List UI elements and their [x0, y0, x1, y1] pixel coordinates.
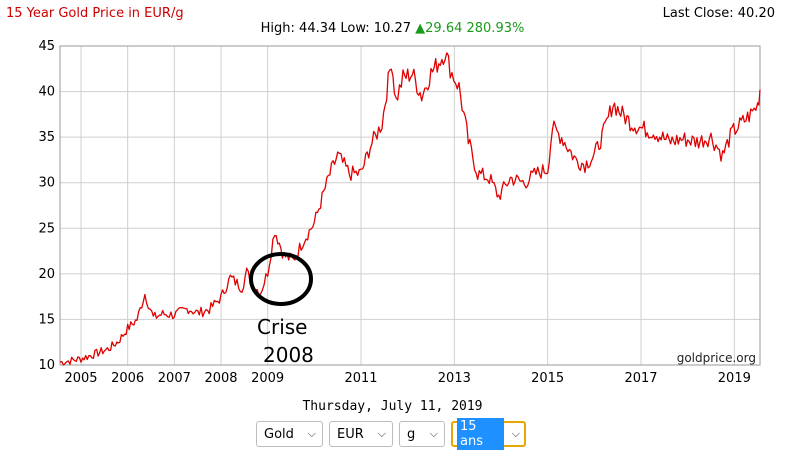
chevron-down-icon: ⌵ — [307, 427, 316, 440]
chevron-down-icon: ⌵ — [377, 427, 386, 440]
gold-price-chart: 10 15 20 25 30 35 40 45 2005 2006 2007 2008 2009 201… — [38, 39, 761, 386]
currency-select-value: EUR — [337, 426, 364, 442]
watermark: goldprice.org — [677, 351, 756, 365]
y-tick-label: 45 — [38, 39, 55, 54]
currency-select[interactable]: EUR ⌵ — [329, 421, 393, 447]
chevron-down-icon: ⌵ — [511, 427, 520, 440]
x-tick-label: 2007 — [158, 371, 191, 386]
x-tick-label: 2011 — [344, 371, 377, 386]
gold-price-line — [59, 52, 761, 366]
range-select-value: 15 ans — [457, 418, 504, 450]
annotation-2008: 2008 — [263, 343, 314, 367]
x-tick-label: 2008 — [204, 371, 237, 386]
x-tick-label: 2013 — [438, 371, 471, 386]
high-low-text: High: 44.34 Low: 10.27 — [260, 21, 412, 36]
unit-select[interactable]: g ⌵ — [399, 421, 445, 447]
change-text: ▲29.64 280.93% — [415, 21, 525, 36]
y-tick-label: 35 — [38, 130, 55, 145]
x-tick-label: 2006 — [111, 371, 144, 386]
x-tick-label: 2005 — [64, 371, 97, 386]
x-tick-label: 2019 — [718, 371, 751, 386]
annotation-crise: Crise — [257, 315, 307, 339]
y-tick-label: 20 — [38, 267, 55, 282]
x-tick-label: 2009 — [251, 371, 284, 386]
selected-date: Thursday, July 11, 2019 — [302, 399, 483, 414]
x-tick-label: 2017 — [624, 371, 657, 386]
range-select[interactable]: 15 ans ⌵ — [451, 418, 526, 450]
chevron-down-icon: ⌵ — [429, 427, 438, 440]
y-tick-label: 10 — [38, 358, 55, 373]
plot-frame — [59, 45, 761, 366]
y-tick-label: 30 — [38, 176, 55, 191]
y-tick-label: 15 — [38, 312, 55, 327]
y-tick-label: 25 — [38, 221, 55, 236]
chart-title: 15 Year Gold Price in EUR/g — [6, 6, 184, 21]
x-axis-ticks: 2005 2006 2007 2008 2009 2011 2013 2015 2017 2019 — [64, 371, 750, 386]
unit-select-value: g — [407, 426, 416, 442]
selector-bar: Gold ⌵ EUR ⌵ g ⌵ 15 ans ⌵ — [256, 418, 526, 450]
last-close-value: Last Close: 40.20 — [662, 6, 775, 21]
metal-select[interactable]: Gold ⌵ — [256, 421, 323, 447]
crisis-circle — [249, 252, 313, 306]
metal-select-value: Gold — [264, 426, 294, 442]
x-tick-label: 2015 — [531, 371, 564, 386]
price-stats: High: 44.34 Low: 10.27 ▲29.64 280.93% — [0, 21, 785, 36]
y-tick-label: 40 — [38, 85, 55, 100]
chart-grid — [60, 45, 760, 366]
y-axis-ticks: 10 15 20 25 30 35 40 45 — [38, 39, 55, 373]
